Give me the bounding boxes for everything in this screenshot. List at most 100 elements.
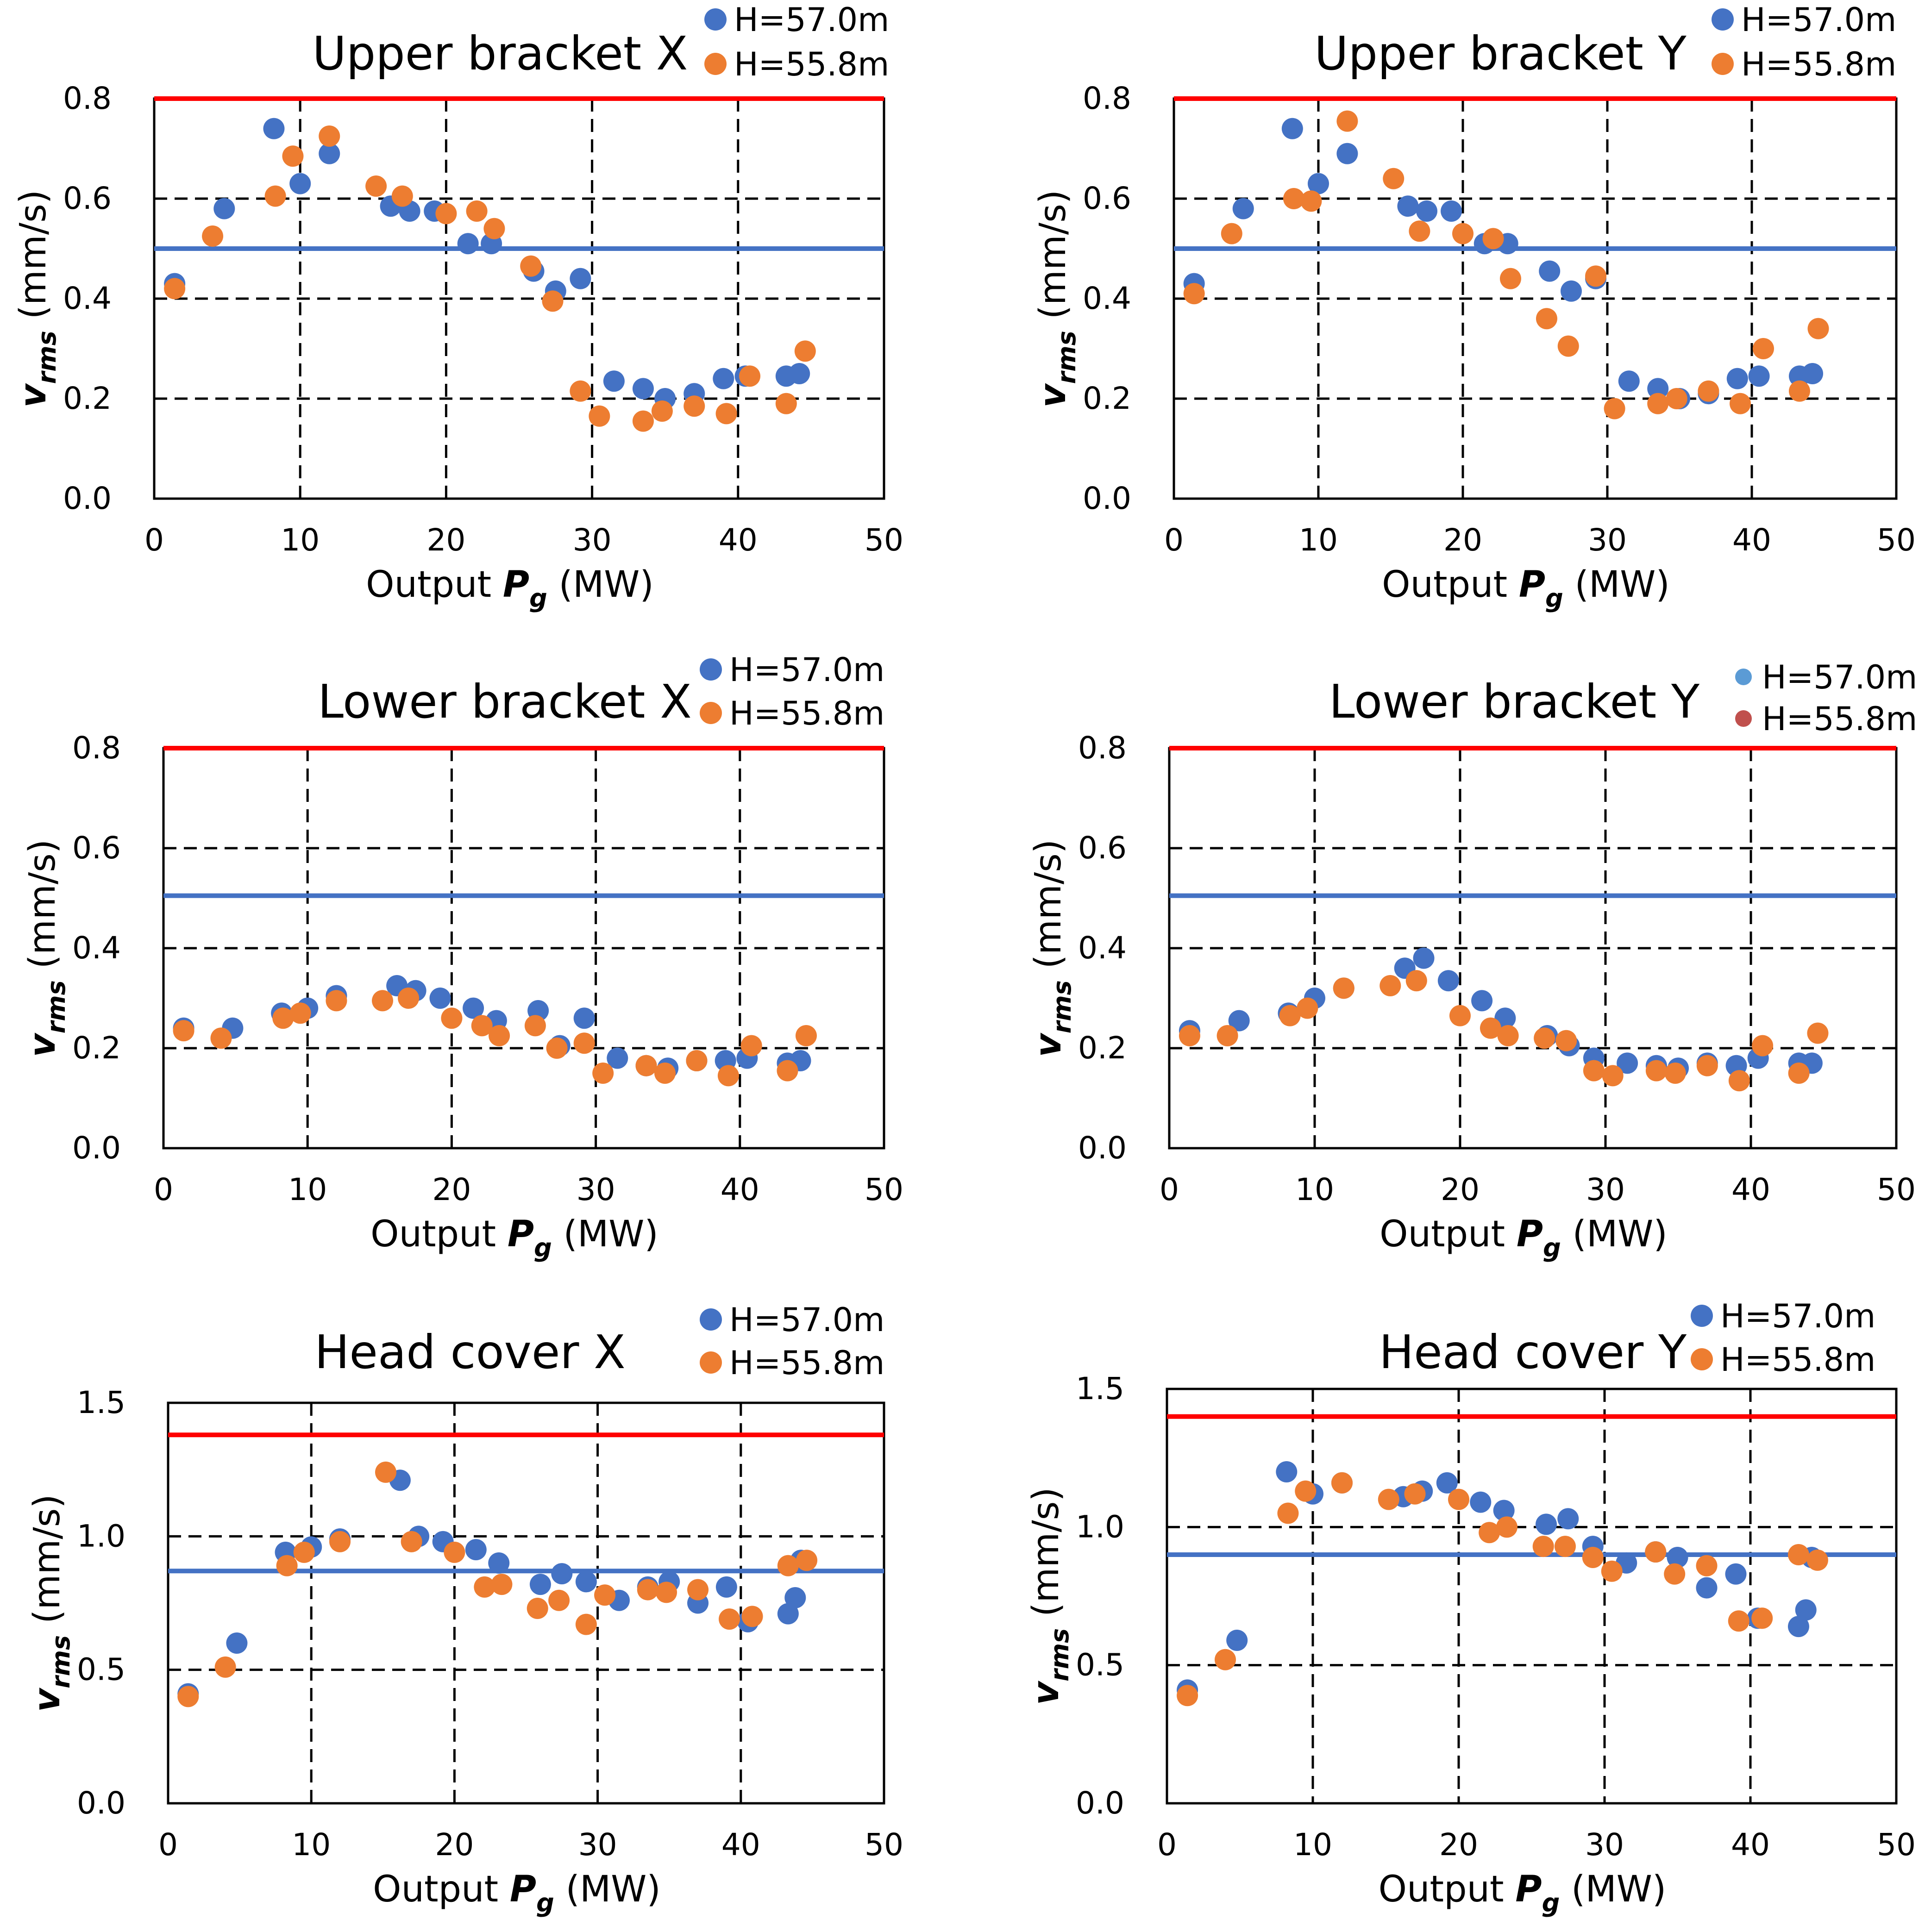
data-point-h-55-8m <box>573 1032 595 1054</box>
data-point-h-57-0m <box>1617 1052 1638 1074</box>
data-point-h-55-8m <box>1601 1560 1623 1582</box>
data-point-h-57-0m <box>632 378 654 400</box>
data-point-h-57-0m <box>1802 363 1824 384</box>
data-point-h-57-0m <box>1557 1508 1579 1530</box>
data-point-h-55-8m <box>632 410 654 432</box>
data-point-h-55-8m <box>1497 1025 1519 1046</box>
x-axis-title: Output Pg (MW) <box>366 564 654 613</box>
data-point-h-55-8m <box>435 203 457 225</box>
x-tick-label: 40 <box>1732 522 1771 558</box>
data-point-h-55-8m <box>491 1574 513 1595</box>
x-tick-label: 30 <box>573 522 612 558</box>
data-point-h-55-8m <box>637 1579 658 1601</box>
data-point-h-55-8m <box>527 1598 548 1619</box>
data-point-h-55-8m <box>717 1065 739 1087</box>
data-point-h-57-0m <box>1470 1491 1492 1513</box>
data-point-h-55-8m <box>1806 1549 1828 1571</box>
x-tick-label: 30 <box>1588 522 1627 558</box>
data-point-h-55-8m <box>329 1531 351 1552</box>
data-point-h-55-8m <box>1728 1070 1750 1092</box>
y-tick-label: 0.0 <box>1083 481 1131 516</box>
data-point-h-55-8m <box>548 1589 570 1611</box>
y-tick-label: 0.8 <box>63 81 112 116</box>
data-point-h-55-8m <box>739 365 761 387</box>
x-axis-title: Output Pg (MW) <box>1379 1213 1668 1263</box>
data-point-h-55-8m <box>1751 1607 1773 1629</box>
legend-marker-h-55-8m <box>704 53 727 75</box>
data-point-h-55-8m <box>1534 1027 1555 1049</box>
y-tick-label: 0.2 <box>1083 381 1131 416</box>
data-point-h-55-8m <box>264 185 286 207</box>
legend-marker-h-57-0m <box>700 1308 722 1331</box>
data-point-h-57-0m <box>226 1632 248 1654</box>
legend-label: H=55.8m <box>729 694 884 732</box>
x-tick-label: 0 <box>144 522 164 558</box>
data-point-h-57-0m <box>457 233 479 255</box>
data-point-h-55-8m <box>164 278 186 300</box>
y-tick-label: 0.0 <box>1078 1130 1127 1166</box>
data-point-h-57-0m <box>1726 368 1748 389</box>
data-point-h-55-8m <box>795 1025 817 1046</box>
data-point-h-55-8m <box>1645 1541 1667 1563</box>
data-point-h-57-0m <box>1413 947 1435 969</box>
data-point-h-57-0m <box>1539 260 1561 282</box>
data-point-h-55-8m <box>1216 1025 1238 1046</box>
data-point-h-55-8m <box>1788 380 1810 402</box>
data-point-h-55-8m <box>1300 190 1322 212</box>
data-point-h-55-8m <box>319 125 340 147</box>
data-point-h-55-8m <box>1379 975 1401 996</box>
panel-title: Upper bracket Y <box>1314 26 1687 81</box>
y-tick-label: 0.2 <box>1078 1030 1127 1066</box>
x-tick-label: 40 <box>721 1172 759 1207</box>
data-point-h-57-0m <box>1618 370 1640 392</box>
data-point-h-57-0m <box>465 1539 487 1561</box>
data-point-h-55-8m <box>474 1576 495 1598</box>
legend-label: H=55.8m <box>729 1344 884 1382</box>
y-axis-title: vrms (mm/s) <box>13 190 62 407</box>
data-point-h-55-8m <box>1331 1472 1353 1494</box>
upper-bracket-x-panel: 0 10 20 30 40 50 0.0 0.2 0.4 0.6 0.8 Output Pg (MW)… <box>13 1 903 613</box>
data-point-h-55-8m <box>1555 1030 1577 1051</box>
data-point-h-55-8m <box>1404 1483 1426 1505</box>
data-point-h-57-0m <box>429 988 451 1009</box>
y-tick-label: 0.6 <box>1083 181 1131 216</box>
data-point-h-55-8m <box>1480 1017 1501 1039</box>
lower-bracket-y-panel: 0 10 20 30 40 50 0.0 0.2 0.4 0.6 0.8 Output Pg (MW)… <box>1028 658 1917 1263</box>
data-point-h-55-8m <box>444 1541 465 1563</box>
x-tick-label: 50 <box>1877 522 1916 558</box>
data-point-h-55-8m <box>471 1015 493 1037</box>
data-point-h-57-0m <box>1536 1513 1557 1535</box>
data-point-h-55-8m <box>1647 393 1669 414</box>
data-point-h-55-8m <box>214 1656 236 1678</box>
data-point-h-55-8m <box>777 1060 798 1082</box>
data-point-h-55-8m <box>1378 1488 1399 1510</box>
x-tick-label: 10 <box>1295 1172 1334 1207</box>
data-point-h-57-0m <box>1437 970 1459 992</box>
data-point-h-55-8m <box>594 1584 616 1606</box>
data-point-h-57-0m <box>607 1047 628 1069</box>
y-tick-label: 1.5 <box>77 1385 125 1420</box>
y-tick-label: 0.5 <box>1076 1647 1124 1683</box>
x-tick-label: 30 <box>1586 1172 1625 1207</box>
data-point-h-55-8m <box>177 1686 199 1707</box>
x-axis-title: Output Pg (MW) <box>373 1869 661 1918</box>
data-point-h-55-8m <box>1554 1536 1576 1557</box>
data-point-h-55-8m <box>398 988 420 1009</box>
y-tick-label: 0.0 <box>72 1130 121 1166</box>
data-point-h-55-8m <box>1336 110 1358 132</box>
x-tick-label: 50 <box>1877 1827 1916 1863</box>
panel-title: Head cover Y <box>1379 1325 1687 1379</box>
y-tick-label: 0.8 <box>1078 730 1127 766</box>
x-tick-label: 30 <box>578 1827 617 1863</box>
data-point-h-55-8m <box>375 1461 396 1483</box>
x-tick-label: 20 <box>1441 1172 1480 1207</box>
x-axis-title: Output Pg (MW) <box>1382 564 1670 613</box>
data-point-h-55-8m <box>1585 265 1607 287</box>
data-point-h-55-8m <box>656 1582 677 1603</box>
x-tick-label: 30 <box>577 1172 615 1207</box>
data-point-h-57-0m <box>1795 1599 1817 1621</box>
data-point-h-55-8m <box>1183 283 1205 305</box>
data-point-h-57-0m <box>319 143 340 164</box>
data-point-h-55-8m <box>775 393 797 414</box>
data-point-h-55-8m <box>1295 1480 1317 1502</box>
